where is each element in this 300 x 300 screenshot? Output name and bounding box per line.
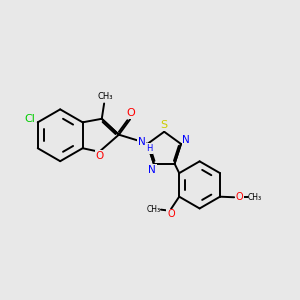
- Text: N: N: [138, 137, 146, 147]
- Text: O: O: [167, 209, 175, 219]
- Text: O: O: [96, 151, 104, 161]
- Text: CH₃: CH₃: [248, 193, 262, 202]
- Text: N: N: [182, 135, 190, 146]
- Text: H: H: [146, 144, 153, 153]
- Text: N: N: [148, 165, 156, 175]
- Text: Cl: Cl: [24, 114, 35, 124]
- Text: O: O: [236, 192, 243, 202]
- Text: O: O: [127, 108, 136, 118]
- Text: CH₃: CH₃: [98, 92, 113, 101]
- Text: S: S: [160, 120, 168, 130]
- Text: CH₃: CH₃: [146, 205, 160, 214]
